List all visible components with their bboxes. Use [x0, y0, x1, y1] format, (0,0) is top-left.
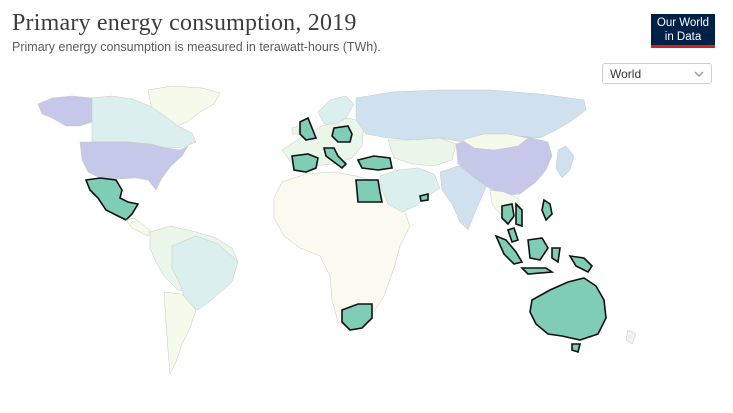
country-alaska-usa[interactable] [37, 95, 93, 127]
region-central-america[interactable] [125, 217, 151, 237]
country-japan[interactable] [555, 145, 575, 179]
owid-logo[interactable]: Our World in Data [651, 14, 715, 48]
world-map [37, 86, 637, 375]
country-ireland[interactable] [291, 125, 300, 135]
region-select[interactable]: World [602, 63, 712, 84]
country-indonesia-sulawesi[interactable] [551, 247, 561, 264]
country-philippines[interactable] [541, 198, 553, 222]
country-malaysia[interactable] [506, 226, 520, 244]
country-indonesia-java[interactable] [520, 267, 555, 275]
region-africa[interactable] [273, 171, 411, 331]
region-select-value: World [610, 67, 642, 81]
country-united-kingdom[interactable] [299, 116, 318, 141]
country-mexico[interactable] [84, 177, 140, 221]
country-uae[interactable] [419, 192, 429, 202]
country-thailand[interactable] [501, 203, 515, 226]
highlighted-countries [291, 116, 607, 354]
country-australia[interactable] [529, 277, 607, 341]
country-new-zealand[interactable] [625, 329, 637, 345]
country-italy[interactable] [322, 147, 348, 170]
base-land [37, 86, 587, 375]
region-central-asia[interactable] [387, 137, 457, 167]
region-scandinavia[interactable] [317, 95, 355, 125]
chart-title: Primary energy consumption, 2019 [12, 10, 357, 36]
country-russia[interactable] [355, 89, 587, 143]
country-turkey[interactable] [356, 155, 393, 171]
country-indonesia-sumatra[interactable] [494, 234, 524, 265]
country-mongolia[interactable] [461, 133, 529, 151]
country-vietnam[interactable] [515, 202, 523, 228]
country-papua-new-guinea[interactable] [568, 254, 594, 274]
logo-line-2: in Data [664, 31, 702, 43]
country-spain[interactable] [291, 153, 319, 173]
country-brazil[interactable] [171, 235, 239, 311]
country-egypt[interactable] [355, 179, 383, 203]
country-poland[interactable] [331, 125, 353, 143]
region-south-america-south[interactable] [163, 291, 197, 375]
country-usa[interactable] [79, 141, 189, 191]
chevron-down-icon [694, 71, 704, 77]
logo-line-1: Our World [656, 17, 710, 29]
country-indonesia-borneo[interactable] [527, 237, 549, 261]
country-south-africa[interactable] [341, 303, 373, 331]
country-australia-tasmania[interactable] [571, 343, 582, 354]
small-islands [625, 329, 637, 345]
chart-subtitle: Primary energy consumption is measured i… [12, 40, 381, 54]
